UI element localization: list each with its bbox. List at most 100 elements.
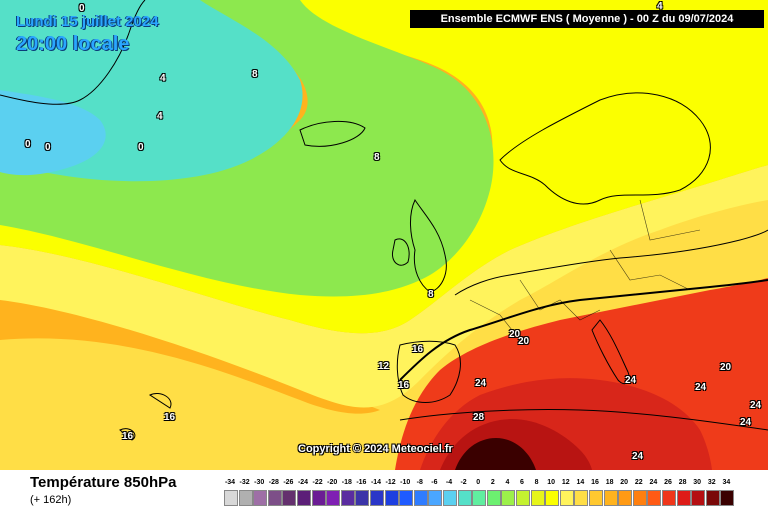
forecast-date: Lundi 15 juillet 2024 bbox=[16, 13, 159, 30]
legend-tick-label: 6 bbox=[520, 479, 524, 486]
legend-swatch bbox=[370, 490, 384, 506]
legend-swatch bbox=[238, 490, 253, 506]
contour-label: 8 bbox=[428, 289, 434, 300]
legend-swatch bbox=[326, 490, 341, 506]
legend-tick-label: -12 bbox=[385, 479, 396, 486]
contour-label: 4 bbox=[157, 111, 163, 122]
legend-tick-label: 22 bbox=[634, 479, 643, 486]
contour-label: 4 bbox=[657, 1, 663, 12]
legend-swatch bbox=[574, 490, 589, 506]
legend-tick-label: -14 bbox=[370, 479, 382, 486]
legend-tick-label: -32 bbox=[239, 479, 250, 486]
legend-swatch bbox=[457, 490, 472, 506]
variable-title: Température 850hPa bbox=[30, 474, 177, 491]
legend-swatch bbox=[691, 490, 706, 506]
contour-label: 16 bbox=[412, 344, 424, 355]
contour-label: 16 bbox=[122, 431, 134, 442]
legend-tick-label: -20 bbox=[327, 479, 338, 486]
contour-label: 24 bbox=[475, 378, 487, 389]
legend-swatch bbox=[589, 490, 603, 506]
copyright-text: Copyright © 2024 Meteociel.fr bbox=[298, 443, 453, 455]
legend-tick-label: 2 bbox=[490, 479, 495, 486]
legend-tick-label: -34 bbox=[224, 479, 236, 486]
isotherm-20 bbox=[399, 279, 768, 381]
legend-swatch bbox=[282, 490, 297, 506]
contour-label: 24 bbox=[740, 417, 752, 428]
coastlines bbox=[0, 0, 768, 441]
legend-tick-label: 16 bbox=[591, 479, 599, 486]
legend-tick-label: 8 bbox=[534, 479, 539, 486]
legend-tick-label: 14 bbox=[576, 479, 585, 486]
legend-tick-label: 28 bbox=[678, 479, 687, 486]
legend-swatch bbox=[311, 490, 326, 506]
contour-label: 8 bbox=[374, 152, 380, 163]
contour-label: 20 bbox=[720, 362, 732, 373]
legend-swatch bbox=[632, 490, 647, 506]
legend-tick-label: -18 bbox=[341, 479, 352, 486]
legend-tick-label: -8 bbox=[416, 479, 423, 486]
contour-label: 24 bbox=[632, 451, 644, 462]
contour-label: 0 bbox=[25, 139, 31, 150]
legend-swatch bbox=[297, 490, 311, 506]
legend-tick-label: 12 bbox=[561, 479, 570, 486]
legend-swatch bbox=[545, 490, 560, 506]
legend-swatch bbox=[340, 490, 355, 506]
legend-tick-label: -6 bbox=[431, 479, 438, 486]
contour-label: 4 bbox=[160, 73, 166, 84]
legend-swatch bbox=[355, 490, 370, 506]
legend-tick-label: 10 bbox=[547, 479, 556, 486]
legend-tick-label: -28 bbox=[268, 479, 279, 486]
temperature-fill bbox=[0, 0, 768, 470]
legend-swatch bbox=[618, 490, 633, 506]
contour-label: 24 bbox=[625, 375, 637, 386]
forecast-time: 20:00 locale bbox=[16, 33, 130, 55]
legend-swatch bbox=[705, 490, 720, 506]
contour-label: 0 bbox=[138, 142, 144, 153]
contour-label: 16 bbox=[164, 412, 176, 423]
legend-swatch bbox=[267, 490, 282, 506]
contour-label: 12 bbox=[378, 361, 390, 372]
legend-tick-label: -16 bbox=[356, 479, 367, 486]
legend-tick-label: -22 bbox=[312, 479, 323, 486]
legend-tick-label: -2 bbox=[460, 479, 467, 486]
legend-swatch bbox=[603, 490, 618, 506]
legend-swatch bbox=[428, 490, 443, 506]
legend-swatch bbox=[662, 490, 676, 506]
contour-label: 16 bbox=[398, 380, 410, 391]
country-borders bbox=[469, 199, 701, 341]
legend-tick-label: 0 bbox=[476, 479, 481, 486]
legend-swatch bbox=[676, 490, 691, 506]
legend-tick-label: -4 bbox=[445, 479, 453, 486]
legend-tick-label: 24 bbox=[649, 479, 658, 486]
legend-swatch bbox=[224, 490, 238, 506]
contour-label: 0 bbox=[45, 142, 51, 153]
contour-label: 20 bbox=[509, 329, 521, 340]
legend-tick-label: 34 bbox=[722, 479, 731, 486]
legend-tick-label: -24 bbox=[297, 479, 309, 486]
legend-swatch bbox=[384, 490, 399, 506]
legend-tick-label: 18 bbox=[605, 479, 614, 486]
legend-tick-label: -30 bbox=[254, 479, 265, 486]
contour-label: 28 bbox=[473, 412, 485, 423]
contour-label: 24 bbox=[750, 400, 762, 411]
legend-swatch bbox=[399, 490, 414, 506]
legend-swatch bbox=[647, 490, 662, 506]
legend-tick-label: 32 bbox=[707, 479, 716, 486]
model-banner: Ensemble ECMWF ENS ( Moyenne ) - 00 Z du… bbox=[410, 10, 764, 28]
legend-swatch bbox=[443, 490, 457, 506]
temperature-map: 0 0 0 0 4 4 4 8 8 8 12 16 16 16 16 20 20… bbox=[0, 0, 768, 470]
legend-tick-label: 20 bbox=[620, 479, 629, 486]
legend-swatch bbox=[530, 490, 545, 506]
legend-swatch bbox=[472, 490, 487, 506]
legend-tick-label: -26 bbox=[283, 479, 294, 486]
legend-tick-label: 4 bbox=[505, 479, 510, 486]
legend-tick-label: -10 bbox=[400, 479, 411, 486]
legend-swatch bbox=[501, 490, 516, 506]
contour-label: 24 bbox=[695, 382, 707, 393]
legend-swatch bbox=[486, 490, 501, 506]
contour-label: 8 bbox=[252, 69, 258, 80]
lead-time: (+ 162h) bbox=[30, 494, 72, 506]
legend-swatch bbox=[413, 490, 428, 506]
legend-tick-label: 30 bbox=[693, 479, 702, 486]
legend-swatch bbox=[559, 490, 574, 506]
